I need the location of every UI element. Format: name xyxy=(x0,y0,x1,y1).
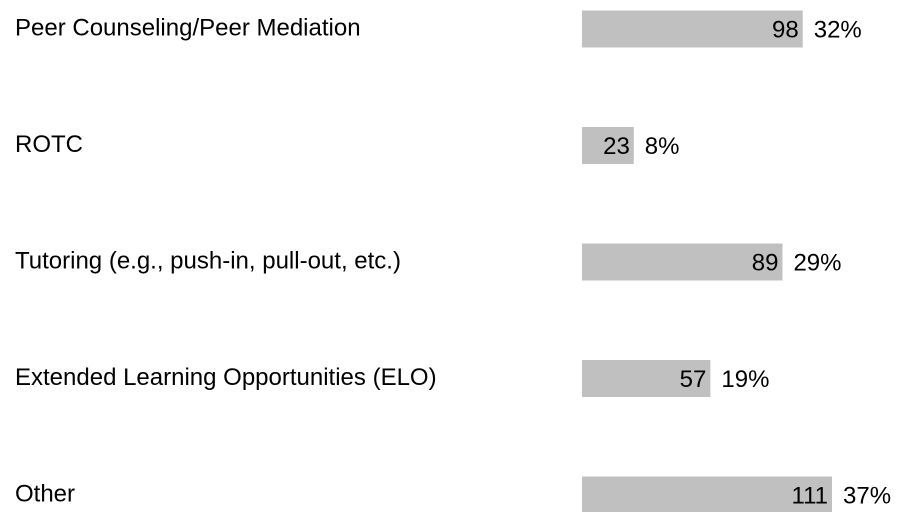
bar xyxy=(582,127,634,164)
category-label: Other xyxy=(15,480,75,507)
count-label: 89 xyxy=(752,249,779,276)
percent-label: 19% xyxy=(721,366,769,393)
percent-label: 29% xyxy=(793,249,841,276)
bar xyxy=(582,243,783,281)
percent-label: 32% xyxy=(814,16,862,43)
category-label: Tutoring (e.g., push-in, pull-out, etc.) xyxy=(15,247,401,274)
bar xyxy=(582,476,832,514)
count-label: 111 xyxy=(792,482,828,509)
category-label: Peer Counseling/Peer Mediation xyxy=(15,14,361,41)
bar xyxy=(582,360,711,397)
count-label: 98 xyxy=(772,16,799,43)
percent-label: 8% xyxy=(645,133,680,160)
count-label: 23 xyxy=(603,133,630,160)
category-label: Extended Learning Opportunities (ELO) xyxy=(15,364,437,391)
category-label: ROTC xyxy=(15,131,83,158)
count-label: 57 xyxy=(680,366,707,393)
bar xyxy=(582,10,803,48)
percent-label: 37% xyxy=(843,482,891,509)
